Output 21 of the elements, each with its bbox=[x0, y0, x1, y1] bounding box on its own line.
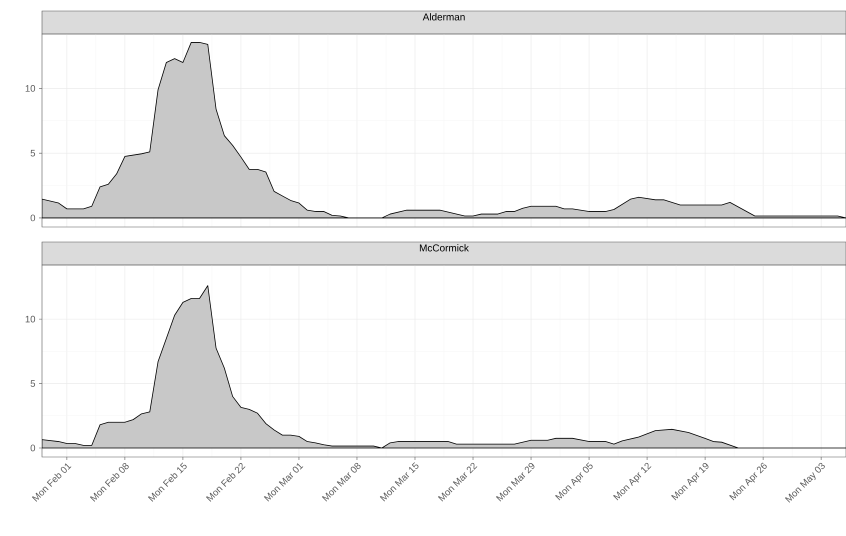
x-tick-label: Mon Apr 26 bbox=[729, 462, 767, 500]
chart-title: Alderman bbox=[422, 13, 465, 20]
x-tick-label: Mon Mar 15 bbox=[380, 462, 419, 502]
x-tick-label: Mon Apr 19 bbox=[671, 462, 708, 500]
x-tick-label: Mon Feb 22 bbox=[206, 462, 246, 502]
x-tick-label: Mon Mar 29 bbox=[496, 462, 534, 502]
x-tick-label: Mon Apr 12 bbox=[613, 462, 652, 500]
chart-title: McCormick bbox=[420, 244, 469, 252]
x-tick-label: Mon Apr 05 bbox=[555, 462, 593, 500]
y-tick-label: 5 bbox=[30, 150, 36, 156]
x-tick-label: Mon Mar 22 bbox=[438, 462, 478, 502]
y-tick-label: 0 bbox=[30, 214, 36, 222]
x-tick-label: Mon Feb 01 bbox=[32, 463, 72, 502]
y-tick-label: 10 bbox=[26, 85, 36, 92]
x-tick-label: Mon Mar 08 bbox=[322, 462, 361, 502]
y-tick-label: 10 bbox=[26, 316, 36, 322]
x-tick-label: Mon Feb 15 bbox=[148, 462, 187, 502]
x-tick-label: Mon Mar 01 bbox=[264, 463, 304, 502]
x-tick-label: Mon Feb 08 bbox=[90, 463, 129, 502]
y-tick-label: 5 bbox=[30, 380, 36, 387]
y-tick-label: 0 bbox=[30, 444, 36, 452]
